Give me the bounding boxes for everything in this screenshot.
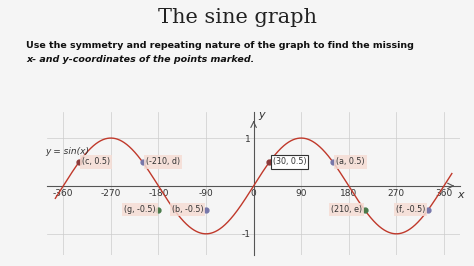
- Text: (c, 0.5): (c, 0.5): [82, 157, 110, 167]
- Text: (-210, d): (-210, d): [146, 157, 180, 167]
- Text: x: x: [457, 190, 464, 200]
- Text: y: y: [258, 110, 264, 120]
- Text: (g, -0.5): (g, -0.5): [124, 205, 156, 214]
- Text: (210, e): (210, e): [331, 205, 362, 214]
- Text: The sine graph: The sine graph: [157, 8, 317, 27]
- Text: Use the symmetry and repeating nature of the graph to find the missing: Use the symmetry and repeating nature of…: [26, 41, 414, 50]
- Text: (b, -0.5): (b, -0.5): [172, 205, 203, 214]
- Text: y = sin(x): y = sin(x): [45, 147, 89, 156]
- Text: (a, 0.5): (a, 0.5): [336, 157, 365, 167]
- Text: x- and y-coordinates of the points marked.: x- and y-coordinates of the points marke…: [26, 55, 255, 64]
- Text: (30, 0.5): (30, 0.5): [273, 157, 306, 167]
- Text: (f, -0.5): (f, -0.5): [396, 205, 425, 214]
